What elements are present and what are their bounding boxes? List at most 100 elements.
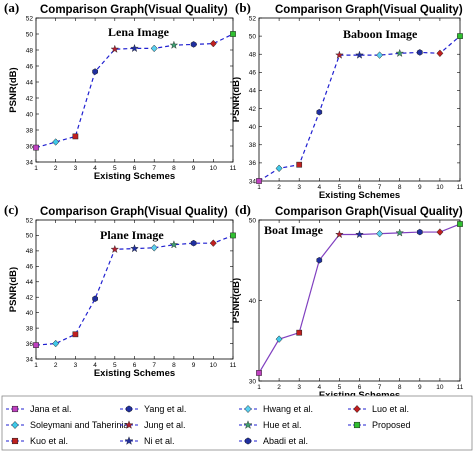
- x-tick-label: 7: [378, 384, 382, 391]
- y-tick-label: 44: [26, 79, 34, 86]
- data-point-marker: [110, 244, 120, 253]
- x-tick-label: 1: [34, 165, 38, 172]
- x-tick-label: 5: [338, 384, 342, 391]
- x-tick-label: 7: [152, 165, 156, 172]
- y-tick-label: 36: [249, 160, 257, 167]
- x-tick-label: 4: [93, 165, 97, 172]
- x-tick-label: 6: [358, 184, 362, 191]
- data-point-marker: [209, 239, 217, 247]
- x-tick-label: 2: [277, 384, 281, 391]
- data-point-marker: [376, 51, 384, 59]
- y-tick-label: 36: [26, 143, 34, 150]
- y-tick-label: 50: [249, 217, 257, 224]
- data-point-marker: [92, 295, 98, 303]
- y-tick-label: 48: [26, 47, 34, 54]
- data-point-marker: [416, 228, 423, 236]
- x-tick-label: 8: [398, 184, 402, 191]
- x-tick-label: 9: [418, 184, 422, 191]
- x-tick-label: 3: [297, 384, 301, 391]
- y-tick-label: 38: [26, 127, 34, 134]
- x-tick-label: 8: [172, 165, 176, 172]
- data-point-marker: [230, 31, 236, 37]
- y-axis-label: PSNR(dB): [231, 77, 242, 122]
- x-axis-label: Existing Schemes: [94, 171, 175, 182]
- data-point-marker: [52, 339, 60, 348]
- y-axis-label: PSNR(dB): [231, 278, 242, 323]
- x-tick-label: 4: [317, 384, 321, 391]
- y-tick-label: 40: [26, 111, 34, 118]
- y-tick-label: 50: [249, 33, 257, 40]
- x-tick-label: 1: [34, 362, 38, 369]
- data-point-marker: [395, 228, 404, 237]
- x-tick-label: 2: [54, 362, 58, 369]
- y-tick-label: 44: [249, 88, 257, 95]
- legend-marker: [11, 405, 19, 413]
- data-point-marker: [436, 49, 444, 58]
- chart-panel-1: (a) Comparison Graph(Visual Quality) 34 36 3…: [4, 0, 237, 182]
- image-annotation: Lena Image: [108, 25, 170, 39]
- data-point-marker: [316, 108, 323, 116]
- panel-label: (a): [4, 0, 19, 15]
- plot-area: [258, 17, 461, 182]
- chart-panel-4: (d) Comparison Graph(Visual Quality) 30 40 5…: [231, 202, 464, 401]
- y-axis-label: PSNR(dB): [8, 67, 19, 112]
- data-point-marker: [457, 33, 463, 39]
- x-tick-label: 10: [210, 165, 218, 172]
- x-tick-label: 2: [54, 165, 58, 172]
- x-tick-label: 10: [210, 362, 218, 369]
- y-tick-label: 46: [26, 63, 34, 70]
- data-point-marker: [395, 48, 404, 57]
- series-line: [35, 33, 234, 149]
- legend-label: Abadi et al.: [263, 436, 308, 446]
- legend-marker: [353, 404, 361, 414]
- x-axis-label: Existing Schemes: [94, 368, 175, 379]
- x-tick-label: 10: [436, 184, 444, 191]
- legend-marker: [244, 404, 252, 414]
- data-point-marker: [72, 331, 79, 338]
- data-point-marker: [256, 370, 262, 376]
- x-tick-label: 3: [74, 362, 78, 369]
- image-annotation: Baboon Image: [343, 27, 418, 41]
- data-point-marker: [52, 138, 60, 146]
- x-tick-label: 4: [317, 184, 321, 191]
- data-point-marker: [190, 239, 197, 247]
- data-point-marker: [150, 244, 158, 252]
- legend-marker: [11, 437, 19, 445]
- x-tick-label: 6: [133, 165, 137, 172]
- data-point-marker: [335, 229, 344, 239]
- legend-label: Hwang et al.: [263, 404, 313, 414]
- chart-title: Comparison Graph(Visual Quality): [40, 4, 228, 16]
- x-tick-label: 8: [398, 384, 402, 391]
- y-tick-label: 38: [249, 142, 257, 149]
- y-tick-label: 44: [26, 279, 34, 286]
- y-tick-label: 48: [249, 52, 257, 59]
- legend-label: Hue et al.: [263, 420, 302, 430]
- data-point-marker: [376, 229, 384, 238]
- image-annotation: Boat Image: [264, 223, 324, 237]
- x-tick-label: 11: [457, 184, 464, 191]
- y-axis-label: PSNR(dB): [8, 267, 19, 312]
- panel-label: (b): [235, 0, 251, 15]
- legend-marker: [11, 420, 19, 430]
- panel-label: (d): [235, 202, 251, 217]
- y-tick-label: 42: [26, 95, 34, 102]
- y-tick-label: 42: [249, 106, 257, 113]
- legend-marker: [124, 436, 134, 445]
- legend-label: Luo et al.: [372, 404, 409, 414]
- chart-title: Comparison Graph(Visual Quality): [275, 206, 463, 218]
- legend-marker: [124, 420, 134, 429]
- x-tick-label: 5: [113, 362, 117, 369]
- legend-marker: [353, 421, 361, 429]
- chart-panel-3: (c) Comparison Graph(Visual Quality)34363…: [4, 202, 237, 379]
- y-tick-label: 34: [26, 159, 34, 166]
- chart-title: Comparison Graph(Visual Quality): [275, 4, 463, 16]
- legend-label: Jana et al.: [30, 404, 72, 414]
- legend-label: Proposed: [372, 420, 411, 430]
- data-point-marker: [416, 49, 423, 56]
- y-tick-label: 52: [26, 217, 34, 224]
- y-tick-label: 36: [26, 341, 34, 348]
- data-point-marker: [457, 221, 463, 227]
- data-point-marker: [436, 228, 444, 236]
- data-point-marker: [72, 133, 79, 140]
- x-tick-label: 7: [152, 362, 156, 369]
